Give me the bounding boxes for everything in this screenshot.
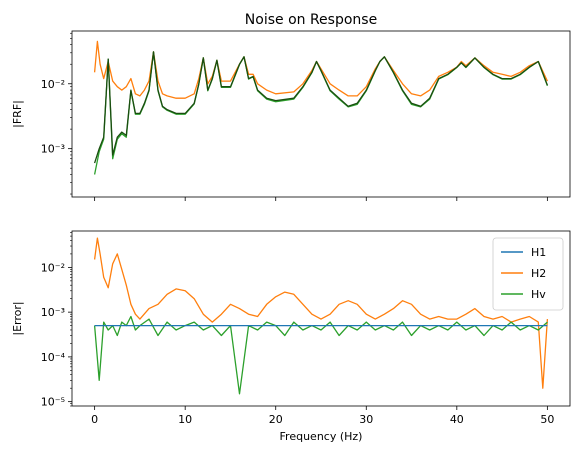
chart-title: Noise on Response (245, 12, 377, 28)
y-tick-label: 10⁻² (41, 78, 65, 91)
y-tick-label: 10⁻⁵ (41, 396, 65, 409)
error-panel: 0 10 20 30 40 50 10⁻⁵ 10⁻⁴ 10⁻³ 10⁻² |Error| Freque… (11, 230, 571, 443)
legend: H1 H2 Hv (492, 237, 564, 311)
plot-frame (71, 30, 571, 198)
y-axis-label: |Error| (11, 301, 24, 335)
legend-label-hv: Hv (531, 288, 546, 301)
plot-frame (71, 230, 571, 407)
y-tick-label: 10⁻³ (41, 306, 65, 319)
x-axis-label: Frequency (Hz) (280, 430, 363, 443)
x-tick-label: 30 (359, 413, 373, 426)
x-tick-label: 10 (178, 413, 192, 426)
y-tick-label: 10⁻⁴ (41, 351, 66, 364)
legend-label-h2: H2 (531, 267, 546, 280)
series-group (93, 237, 549, 395)
frf-panel: 10⁻³ 10⁻² |FRF| (11, 30, 571, 201)
y-tick-label: 10⁻³ (41, 143, 65, 156)
legend-box (492, 237, 564, 311)
series-line-hv (93, 315, 548, 395)
legend-label-h1: H1 (531, 246, 546, 259)
y-tick-label: 10⁻² (41, 261, 65, 274)
x-tick-label: 50 (540, 413, 554, 426)
x-tick-label: 20 (269, 413, 283, 426)
series-group (93, 40, 549, 175)
x-tick-label: 40 (450, 413, 464, 426)
x-tick-label: 0 (91, 413, 98, 426)
series-line-h2 (93, 237, 549, 389)
y-axis-label: |FRF| (11, 100, 24, 128)
series-line-h1 (93, 51, 549, 164)
